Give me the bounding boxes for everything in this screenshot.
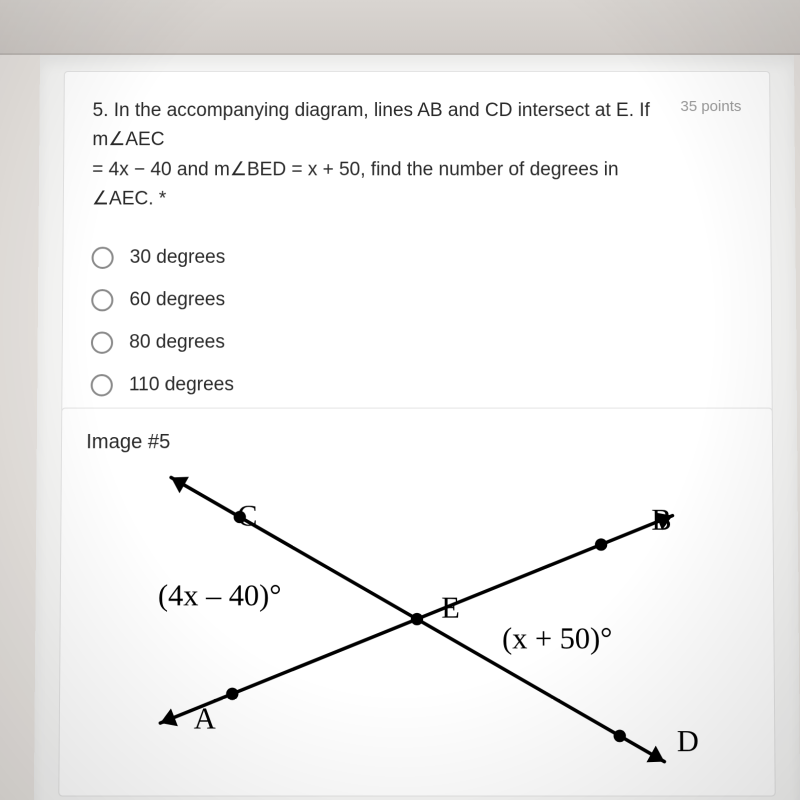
option-4[interactable]: 110 degrees [91, 364, 744, 407]
radio-icon [91, 246, 113, 268]
radio-icon [91, 331, 113, 353]
image-card-title: Image #5 [86, 431, 748, 454]
question-line1: In the accompanying diagram, lines AB an… [92, 100, 650, 151]
question-points: 35 points [680, 96, 741, 115]
diagram: C B E A D (4x – 40)° (x + 50)° [84, 458, 750, 786]
question-header: 5. In the accompanying diagram, lines AB… [92, 96, 742, 214]
option-1[interactable]: 30 degrees [91, 236, 742, 278]
question-text: 5. In the accompanying diagram, lines AB… [92, 96, 671, 214]
answer-options: 30 degrees 60 degrees 80 degrees 110 deg… [91, 236, 744, 406]
screen-content: 5. In the accompanying diagram, lines AB… [34, 55, 800, 800]
diagram-label-B: B [651, 503, 671, 538]
diagram-label-C: C [237, 499, 257, 534]
diagram-label-AEC: (4x – 40)° [158, 579, 282, 614]
question-card: 5. In the accompanying diagram, lines AB… [61, 71, 773, 434]
radio-icon [91, 374, 113, 396]
option-2-label: 60 degrees [129, 289, 225, 311]
image-card: Image #5 C B E A D (4x – 40)° (x + 50)° [58, 408, 775, 797]
diagram-label-A: A [194, 702, 216, 737]
desk-edge [0, 0, 800, 55]
diagram-label-D: D [677, 724, 699, 759]
radio-icon [91, 289, 113, 311]
option-4-label: 110 degrees [129, 374, 234, 396]
option-2[interactable]: 60 degrees [91, 279, 743, 321]
diagram-label-BED: (x + 50)° [502, 622, 612, 657]
question-line2: = 4x − 40 and m∠BED = x + 50, find the n… [92, 159, 619, 210]
screen-surface: 5. In the accompanying diagram, lines AB… [34, 55, 800, 800]
question-number: 5. [93, 100, 109, 121]
option-1-label: 30 degrees [130, 246, 226, 268]
option-3-label: 80 degrees [129, 331, 225, 353]
option-3[interactable]: 80 degrees [91, 321, 743, 364]
diagram-label-E: E [441, 591, 460, 626]
